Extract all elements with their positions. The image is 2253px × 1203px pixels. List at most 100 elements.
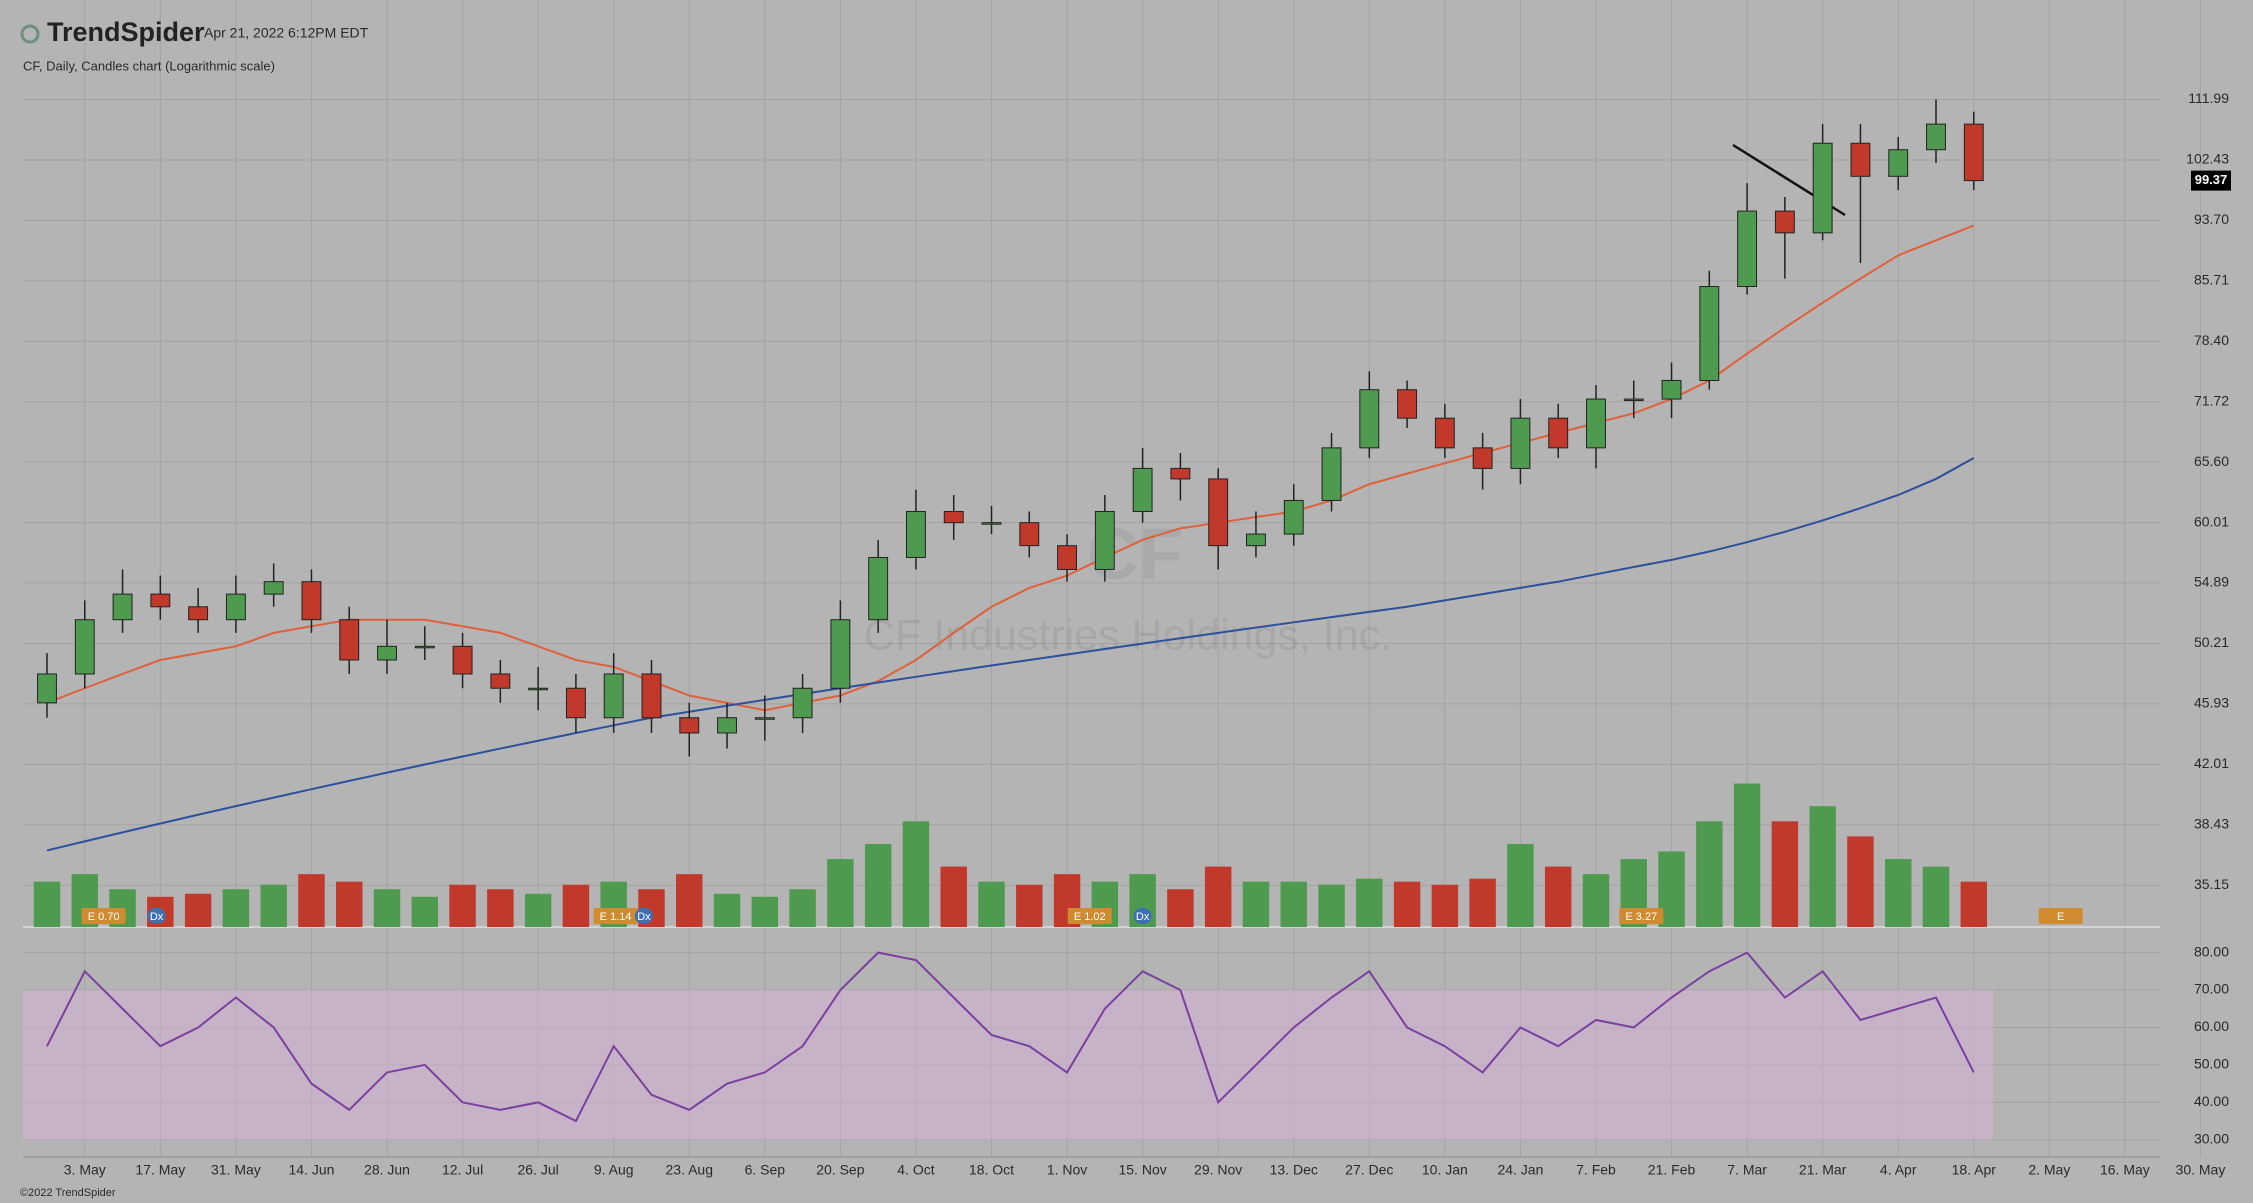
volume-bar [902,821,930,927]
x-tick-label: 27. Dec [1345,1162,1393,1178]
candle-body [301,581,322,621]
volume-bar [1809,806,1836,927]
x-tick-label: 31. May [211,1162,261,1178]
event-label: Dx [150,911,164,923]
candle-body [1057,545,1078,570]
y-tick-label: 60.00 [2194,1018,2229,1034]
moving-average [46,224,1975,712]
candle-body [188,606,209,621]
volume-bar [487,889,514,927]
candle-body [792,687,813,719]
volume-bar [1280,881,1307,927]
candle-body [717,717,737,734]
candle-body [150,593,171,608]
y-tick-label: 70.00 [2194,981,2229,997]
x-tick-label: 7. Mar [1727,1162,1767,1178]
y-tick-label: 71.72 [2194,392,2229,408]
y-tick-label: 30.00 [2194,1130,2229,1146]
candle-body [868,556,889,621]
candle-body [1661,379,1682,400]
volume-bar [751,896,779,927]
volume-bar [1771,821,1799,927]
candle-body [452,645,473,675]
candle-body [112,593,133,621]
volume-bar [1318,884,1345,927]
y-tick-label: 102.43 [2186,151,2229,167]
candle-body [1812,142,1833,234]
x-tick-label: 21. Feb [1648,1162,1696,1178]
candle-body [1359,389,1380,449]
volume-bar [1582,874,1610,927]
candle-body [1926,123,1946,151]
candle-body [1246,533,1266,547]
volume-bar [336,881,363,927]
volume-bar [864,843,892,927]
y-tick-label: 65.60 [2194,453,2229,469]
candle-body [679,717,700,734]
volume-bar [1204,866,1232,927]
volume-bar [1544,866,1572,927]
volume-bar [1431,884,1459,927]
candle-body [263,581,284,595]
candle-body [943,510,964,524]
x-tick-label: 16. May [2100,1162,2150,1178]
candle-body [1737,210,1758,288]
x-tick-label: 30. May [2176,1162,2226,1178]
x-tick-label: 7. Feb [1576,1162,1616,1178]
volume-bar [1960,881,1988,927]
x-tick-label: 21. Mar [1799,1162,1847,1178]
event-label: E [2057,911,2064,923]
y-tick-label: 38.43 [2194,815,2229,831]
event-label: E 3.27 [1625,911,1657,923]
event-marker [593,908,638,924]
candle-body [754,717,775,720]
y-tick-label: 60.01 [2194,513,2229,529]
candle-body [603,673,624,719]
x-tick-label: 15. Nov [1118,1162,1166,1178]
volume-bar [1507,843,1534,927]
candle-body [490,673,511,689]
volume-bar [713,893,741,927]
x-tick-label: 18. Oct [969,1162,1014,1178]
rsi-line [46,951,1975,1123]
volume-bar [411,896,439,927]
x-tick-label: 20. Sep [816,1162,864,1178]
volume-bar [260,884,287,927]
x-tick-label: 28. Jun [364,1162,410,1178]
candle-body [565,687,586,719]
y-tick-label: 54.89 [2194,574,2229,590]
volume-bar [1884,859,1912,927]
volume-bar [676,874,703,927]
volume-bar [449,884,476,927]
x-tick-label: 12. Jul [442,1162,483,1178]
y-tick-label: 111.99 [2188,90,2229,106]
candle-body [377,645,397,661]
candle-body [74,619,95,675]
candle-body [414,645,435,649]
event-marker [1067,908,1112,924]
candle-body [1019,522,1040,547]
volume-bar [562,884,590,927]
x-tick-label: 24. Jan [1497,1162,1543,1178]
y-tick-label: 50.00 [2194,1056,2229,1072]
candle-body [1774,210,1795,234]
x-tick-label: 29. Nov [1194,1162,1242,1178]
x-tick-label: 3. May [64,1162,106,1178]
y-tick-label: 85.71 [2194,272,2229,288]
event-marker [1619,908,1664,924]
volume-bar [789,889,816,927]
candle-body [1963,123,1984,182]
price-tag-box [2191,170,2231,191]
candle-body [37,673,57,704]
volume-bar [1696,821,1723,927]
x-tick-label: 10. Jan [1422,1162,1468,1178]
volume-bar [184,893,212,927]
y-tick-label: 80.00 [2194,943,2229,959]
event-label: Dx [1136,911,1150,923]
event-label: E 1.02 [1074,911,1106,923]
candle-body [905,510,926,558]
candle-body [1623,398,1644,402]
y-tick-label: 35.15 [2194,876,2229,892]
candle-body [1472,447,1493,469]
candle-body [1888,149,1909,177]
